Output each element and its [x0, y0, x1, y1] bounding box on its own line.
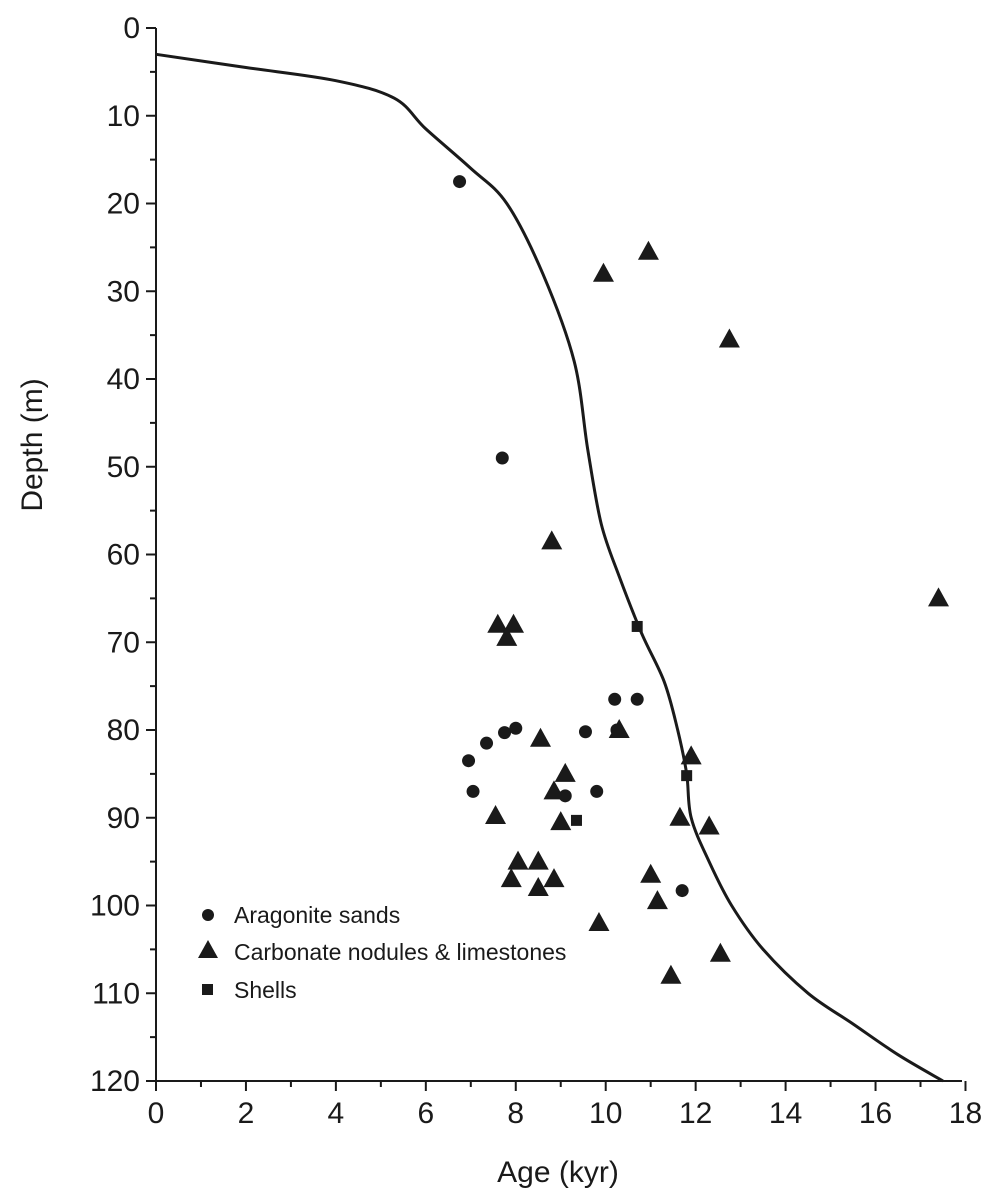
aragonite-sand-point: [590, 784, 604, 798]
aragonite-sand-point: [462, 754, 476, 768]
carbonate-nodule-point: [496, 626, 518, 646]
carbonate-nodule-point: [527, 850, 549, 870]
x-tick-label: 18: [949, 1097, 982, 1130]
y-tick-label: 80: [107, 714, 140, 747]
carbonate-nodule-point: [588, 912, 610, 932]
carbonate-nodule-point: [541, 530, 563, 550]
shell-point: [631, 620, 643, 632]
carbonate-nodule-point: [709, 942, 731, 962]
legend: Aragonite sands Carbonate nodules & lime…: [198, 902, 566, 1003]
carbonate-nodule-point: [487, 613, 509, 633]
carbonate-nodule-point: [500, 868, 522, 888]
aragonite-sand-point: [480, 736, 494, 750]
x-tick-label: 2: [238, 1097, 255, 1130]
age-depth-curve: [155, 52, 944, 1083]
legend-label-shells: Shells: [234, 977, 297, 1003]
y-tick-label: 100: [90, 890, 140, 923]
carbonate-nodule-point: [680, 745, 702, 765]
shell-point: [681, 770, 693, 782]
carbonate-nodule-point: [543, 780, 565, 800]
aragonite-sand-point: [630, 692, 644, 706]
carbonate-nodule-point: [485, 804, 507, 824]
carbonate-nodule-point: [928, 587, 950, 607]
legend-triangle-marker: [198, 940, 218, 958]
x-tick-label: 8: [507, 1097, 524, 1130]
y-axis-title: Depth (m): [16, 378, 49, 511]
aragonite-sand-point: [495, 451, 509, 465]
legend-circle-marker: [202, 909, 214, 921]
y-tick-label: 120: [90, 1065, 140, 1098]
data-points: [453, 175, 950, 984]
x-tick-label: 0: [148, 1097, 165, 1130]
x-tick-label: 12: [679, 1097, 712, 1130]
legend-square-marker: [202, 984, 213, 995]
y-tick-label: 40: [107, 363, 140, 396]
carbonate-nodule-point: [660, 964, 682, 984]
y-tick-label: 10: [107, 100, 140, 133]
y-tick-label: 0: [123, 12, 140, 45]
x-tick-label: 6: [417, 1097, 434, 1130]
x-tick-label: 4: [328, 1097, 345, 1130]
y-tick-label: 90: [107, 802, 140, 835]
legend-label-carbonate: Carbonate nodules & limestones: [234, 939, 566, 965]
x-axis-title: Age (kyr): [497, 1156, 619, 1189]
carbonate-nodule-point: [608, 719, 630, 738]
carbonate-nodule-point: [507, 850, 529, 870]
carbonate-nodule-point: [550, 811, 572, 831]
aragonite-sand-point: [453, 175, 467, 189]
carbonate-nodule-point: [527, 876, 549, 896]
aragonite-sand-point: [509, 721, 523, 735]
x-tick-label: 10: [589, 1097, 622, 1130]
y-tick-label: 60: [107, 539, 140, 572]
carbonate-nodule-point: [640, 863, 662, 883]
aragonite-sand-point: [608, 692, 622, 706]
aragonite-sand-point: [498, 726, 512, 740]
aragonite-sand-point: [578, 725, 592, 739]
y-ticks: 0 10 20 30 40 50 60 70 80 90 100 110 120: [90, 12, 156, 1098]
carbonate-nodule-point: [530, 727, 552, 747]
y-tick-label: 110: [92, 977, 140, 1010]
y-tick-label: 20: [107, 188, 140, 221]
carbonate-nodule-point: [698, 815, 720, 835]
aragonite-sand-point: [675, 884, 689, 898]
carbonate-nodule-point: [543, 868, 565, 888]
y-tick-label: 30: [107, 275, 140, 308]
shell-point: [570, 814, 582, 826]
carbonate-nodule-point: [669, 806, 691, 826]
carbonate-nodule-point: [637, 240, 659, 260]
aragonite-sand-point: [466, 784, 480, 798]
carbonate-nodule-point: [718, 328, 740, 348]
x-ticks: 0 2 4 6 8 10 12 14 16 18: [148, 1081, 982, 1130]
x-tick-label: 14: [769, 1097, 802, 1130]
y-tick-label: 50: [107, 451, 140, 484]
carbonate-nodule-point: [646, 890, 668, 910]
legend-label-aragonite: Aragonite sands: [234, 902, 400, 928]
carbonate-nodule-point: [503, 613, 525, 633]
y-tick-label: 70: [107, 626, 140, 659]
carbonate-nodule-point: [592, 262, 614, 282]
carbonate-nodule-point: [554, 762, 576, 782]
x-tick-label: 16: [859, 1097, 892, 1130]
